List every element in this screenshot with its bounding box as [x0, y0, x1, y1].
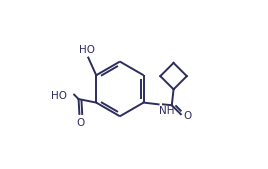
Text: O: O — [77, 118, 85, 128]
Text: HO: HO — [79, 45, 95, 55]
Text: HO: HO — [51, 91, 67, 101]
Text: NH: NH — [159, 106, 174, 116]
Text: O: O — [183, 111, 192, 121]
